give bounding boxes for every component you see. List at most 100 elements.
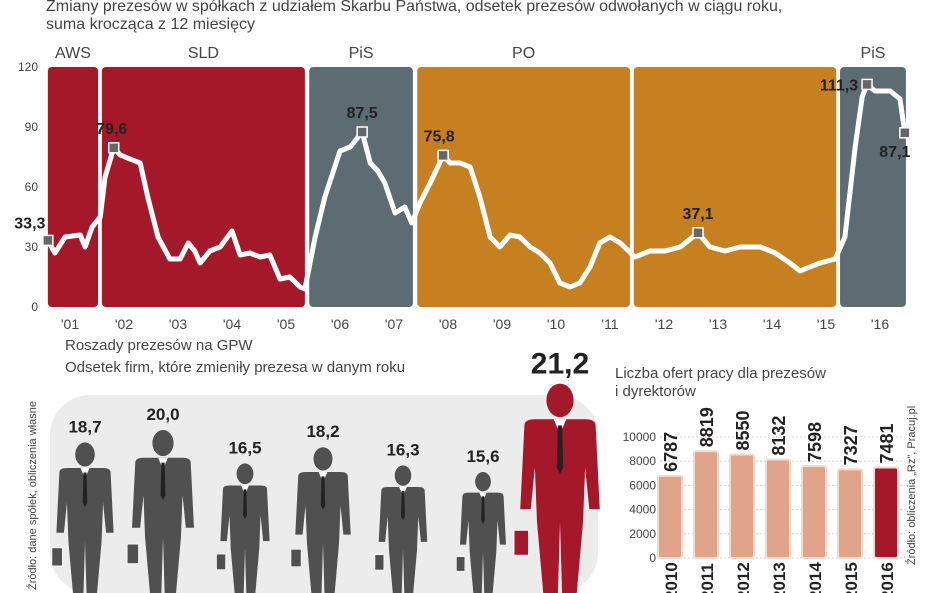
x-tick-label: '03	[169, 316, 187, 332]
x-tick-label: 2015	[842, 562, 861, 593]
x-tick-label: '11	[601, 316, 618, 332]
person-head	[313, 447, 333, 471]
people-chart-source: Źródło: dane spółek, obliczenia własne	[26, 401, 39, 590]
data-point-marker	[437, 149, 449, 162]
person-figure	[513, 383, 600, 593]
line-chart-title: Zmiany prezesów w spółkach z udziałem Sk…	[46, 0, 782, 15]
x-tick-label: 2014	[806, 562, 825, 593]
data-label: 111,3	[820, 77, 858, 94]
person-figure	[290, 447, 351, 593]
period-label: PiS	[861, 45, 886, 62]
tie	[481, 496, 485, 525]
bar-chart-subtitle: i dyrektorów	[615, 383, 696, 400]
y-tick-label: 4000	[629, 503, 656, 517]
briefcase-icon	[51, 547, 63, 567]
value-label: 16,3	[386, 440, 419, 459]
y-tick-label: 60	[25, 180, 39, 194]
bar	[873, 466, 899, 559]
period-label: PO	[512, 45, 535, 62]
y-tick-label: 0	[31, 300, 38, 314]
period-band	[309, 67, 413, 307]
data-label: 33,3	[14, 215, 45, 232]
x-tick-label: 2012	[734, 562, 753, 593]
x-tick-label: '09	[493, 316, 511, 332]
person-body	[295, 471, 351, 593]
value-label: 21,2	[531, 348, 589, 381]
x-tick-label: '07	[385, 316, 403, 332]
x-tick-label: '15	[817, 316, 835, 332]
data-label: 87,1	[879, 144, 910, 161]
y-tick-label: 90	[25, 120, 39, 134]
y-tick-label: 8000	[629, 454, 656, 468]
period-band	[417, 67, 630, 307]
data-point-marker	[692, 227, 704, 239]
y-tick-label: 2000	[629, 527, 656, 541]
value-label: 16,5	[228, 438, 261, 457]
x-tick-label: 2013	[770, 562, 789, 593]
x-tick-label: '14	[763, 316, 781, 332]
bar-value-label: 8550	[733, 410, 753, 450]
tie	[160, 462, 166, 501]
person-figure	[126, 430, 194, 593]
person-figure	[51, 442, 114, 593]
y-tick-label: 0	[649, 551, 656, 565]
data-point-marker	[861, 78, 873, 91]
data-label: 79,6	[96, 121, 127, 138]
briefcase-icon	[456, 556, 466, 572]
bar	[765, 458, 791, 560]
x-tick-label: 2016	[878, 562, 897, 593]
value-label: 18,7	[68, 417, 101, 436]
x-tick-label: 2011	[698, 563, 717, 593]
person-head	[394, 465, 412, 486]
person-figure	[216, 463, 270, 593]
period-band	[101, 67, 305, 307]
x-tick-label: '16	[871, 316, 889, 332]
people-chart-subtitle: Odsetek firm, które zmieniły prezesa w d…	[65, 359, 405, 376]
value-label: 18,2	[306, 422, 339, 441]
person-head	[475, 472, 491, 492]
bar-value-label: 7481	[877, 423, 897, 463]
person-head	[75, 442, 95, 467]
data-point-marker	[107, 142, 120, 154]
period-label: PiS	[349, 45, 374, 62]
line-chart-subtitle: suma krocząca z 12 miesięcy	[46, 16, 255, 33]
bar-value-label: 7327	[841, 425, 861, 465]
bar	[801, 465, 827, 560]
person-head	[236, 463, 254, 485]
x-tick-label: '05	[277, 316, 295, 332]
x-tick-label: '10	[547, 316, 565, 332]
bar	[657, 474, 683, 559]
line-chart: AWS SLD PiS PO PiS 0 30 60 90 120 '01 '02 '03 '04 '05 '…	[14, 45, 911, 332]
x-tick-label: '13	[709, 316, 727, 332]
tie	[243, 489, 247, 520]
x-tick-label: 2010	[662, 562, 681, 593]
x-tick-label: '06	[331, 316, 349, 332]
bar-value-label: 7598	[805, 422, 825, 462]
bar-chart-title: Liczba ofert pracy dla prezesów	[615, 365, 826, 382]
period-label: AWS	[55, 45, 91, 62]
bar	[729, 453, 755, 560]
period-band	[47, 67, 99, 307]
bar-chart: 0 2000 4000 6000 8000 10000 6787 2010 8819 2011 85…	[623, 407, 905, 593]
person-head	[152, 430, 174, 457]
data-label: 87,5	[347, 105, 378, 122]
person-body	[460, 492, 506, 593]
tie	[82, 472, 88, 508]
bar-value-label: 8819	[697, 407, 717, 447]
person-body	[220, 485, 270, 593]
person-figure	[456, 472, 506, 593]
briefcase-icon	[374, 554, 385, 571]
person-body	[520, 419, 600, 593]
people-chart: 18,7 20,0 16,5 18,2 16,3 15,6 21,2	[51, 348, 600, 593]
person-body	[132, 457, 194, 593]
data-point-marker	[899, 127, 911, 139]
value-label: 20,0	[146, 405, 179, 424]
data-label: 37,1	[682, 206, 713, 223]
x-tick-label: '02	[115, 316, 133, 332]
x-tick-label: '04	[223, 316, 241, 332]
y-tick-label: 10000	[623, 430, 657, 444]
data-point-marker	[42, 234, 54, 247]
bar-value-label: 8132	[769, 416, 789, 456]
tie	[556, 425, 564, 474]
